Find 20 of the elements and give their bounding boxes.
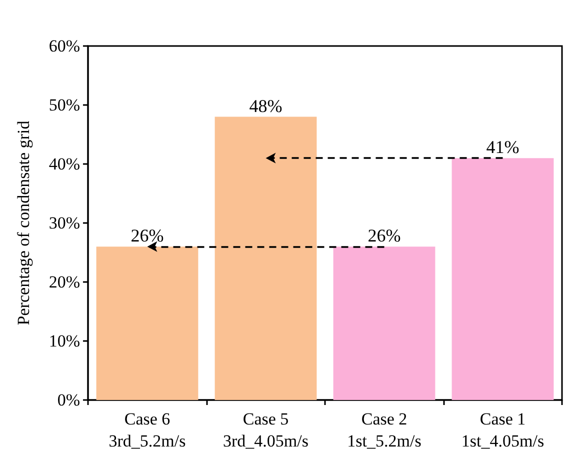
bar [452,158,554,400]
bar [333,246,436,400]
bar [96,246,198,400]
x-tick-label: Case 6 3rd_5.2m/s [108,410,186,450]
y-tick-label: 20% [48,272,80,292]
x-tick-label: Case 1 1st_4.05m/s [461,410,544,450]
y-tick-label: 10% [48,332,80,350]
y-tick-label: 60% [48,36,80,56]
data-label: 41% [486,137,520,158]
bar [214,116,317,400]
x-tick-label: Case 2 1st_5.2m/s [347,410,422,450]
data-label: 26% [130,226,164,246]
data-label: 26% [368,226,401,246]
y-tick-label: 50% [48,96,80,114]
y-tick-label: 40% [48,154,80,174]
y-axis-title: Percentage of condensate grid [14,120,33,326]
x-tick-label: Case 5 3rd_4.05m/s [223,410,308,450]
data-label: 48% [249,96,282,116]
y-tick-label: 30% [48,214,80,232]
y-tick-label: 0% [57,390,80,410]
